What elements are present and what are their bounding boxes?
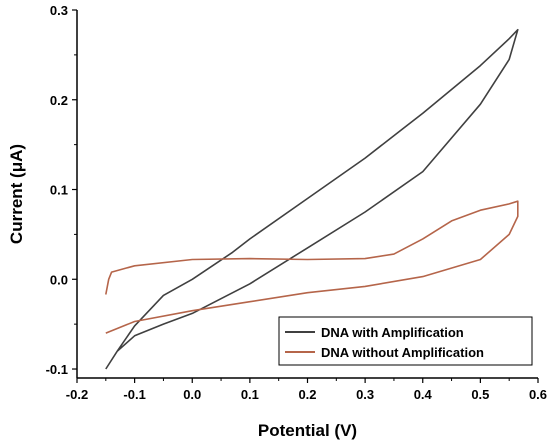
x-tick-label: 0.5: [471, 387, 489, 402]
x-tick-label: 0.1: [241, 387, 259, 402]
x-tick-label: -0.2: [66, 387, 88, 402]
x-tick-label: 0.3: [356, 387, 374, 402]
legend: DNA with Amplification DNA without Ampli…: [278, 316, 533, 366]
y-tick-label: 0.3: [50, 3, 68, 18]
y-tick-label: -0.1: [46, 362, 68, 377]
y-axis-title: Current (μA): [7, 144, 26, 244]
series-line-without-amplification: [105, 200, 519, 334]
y-tick-label: 0.1: [50, 183, 68, 198]
x-tick-label: 0.0: [183, 387, 201, 402]
x-tick-label: 0.4: [414, 387, 433, 402]
x-tick-label: -0.1: [123, 387, 145, 402]
x-axis-title: Potential (V): [258, 421, 357, 440]
y-tick-label: 0.2: [50, 93, 68, 108]
x-tick-label: 0.6: [529, 387, 547, 402]
legend-label-without-amplification: DNA without Amplification: [321, 345, 484, 360]
y-tick-label: 0.0: [50, 272, 68, 287]
series-line-with-amplification: [105, 28, 519, 370]
curves: [105, 28, 519, 370]
legend-label-with-amplification: DNA with Amplification: [321, 325, 464, 340]
ticks: -0.2 -0.1 0.0 0.1 0.2 0.3 0.4 0.5 0.6 -0.1 0.0 0.1 0…: [46, 3, 547, 402]
legend-box: [278, 316, 533, 366]
x-tick-label: 0.2: [298, 387, 316, 402]
